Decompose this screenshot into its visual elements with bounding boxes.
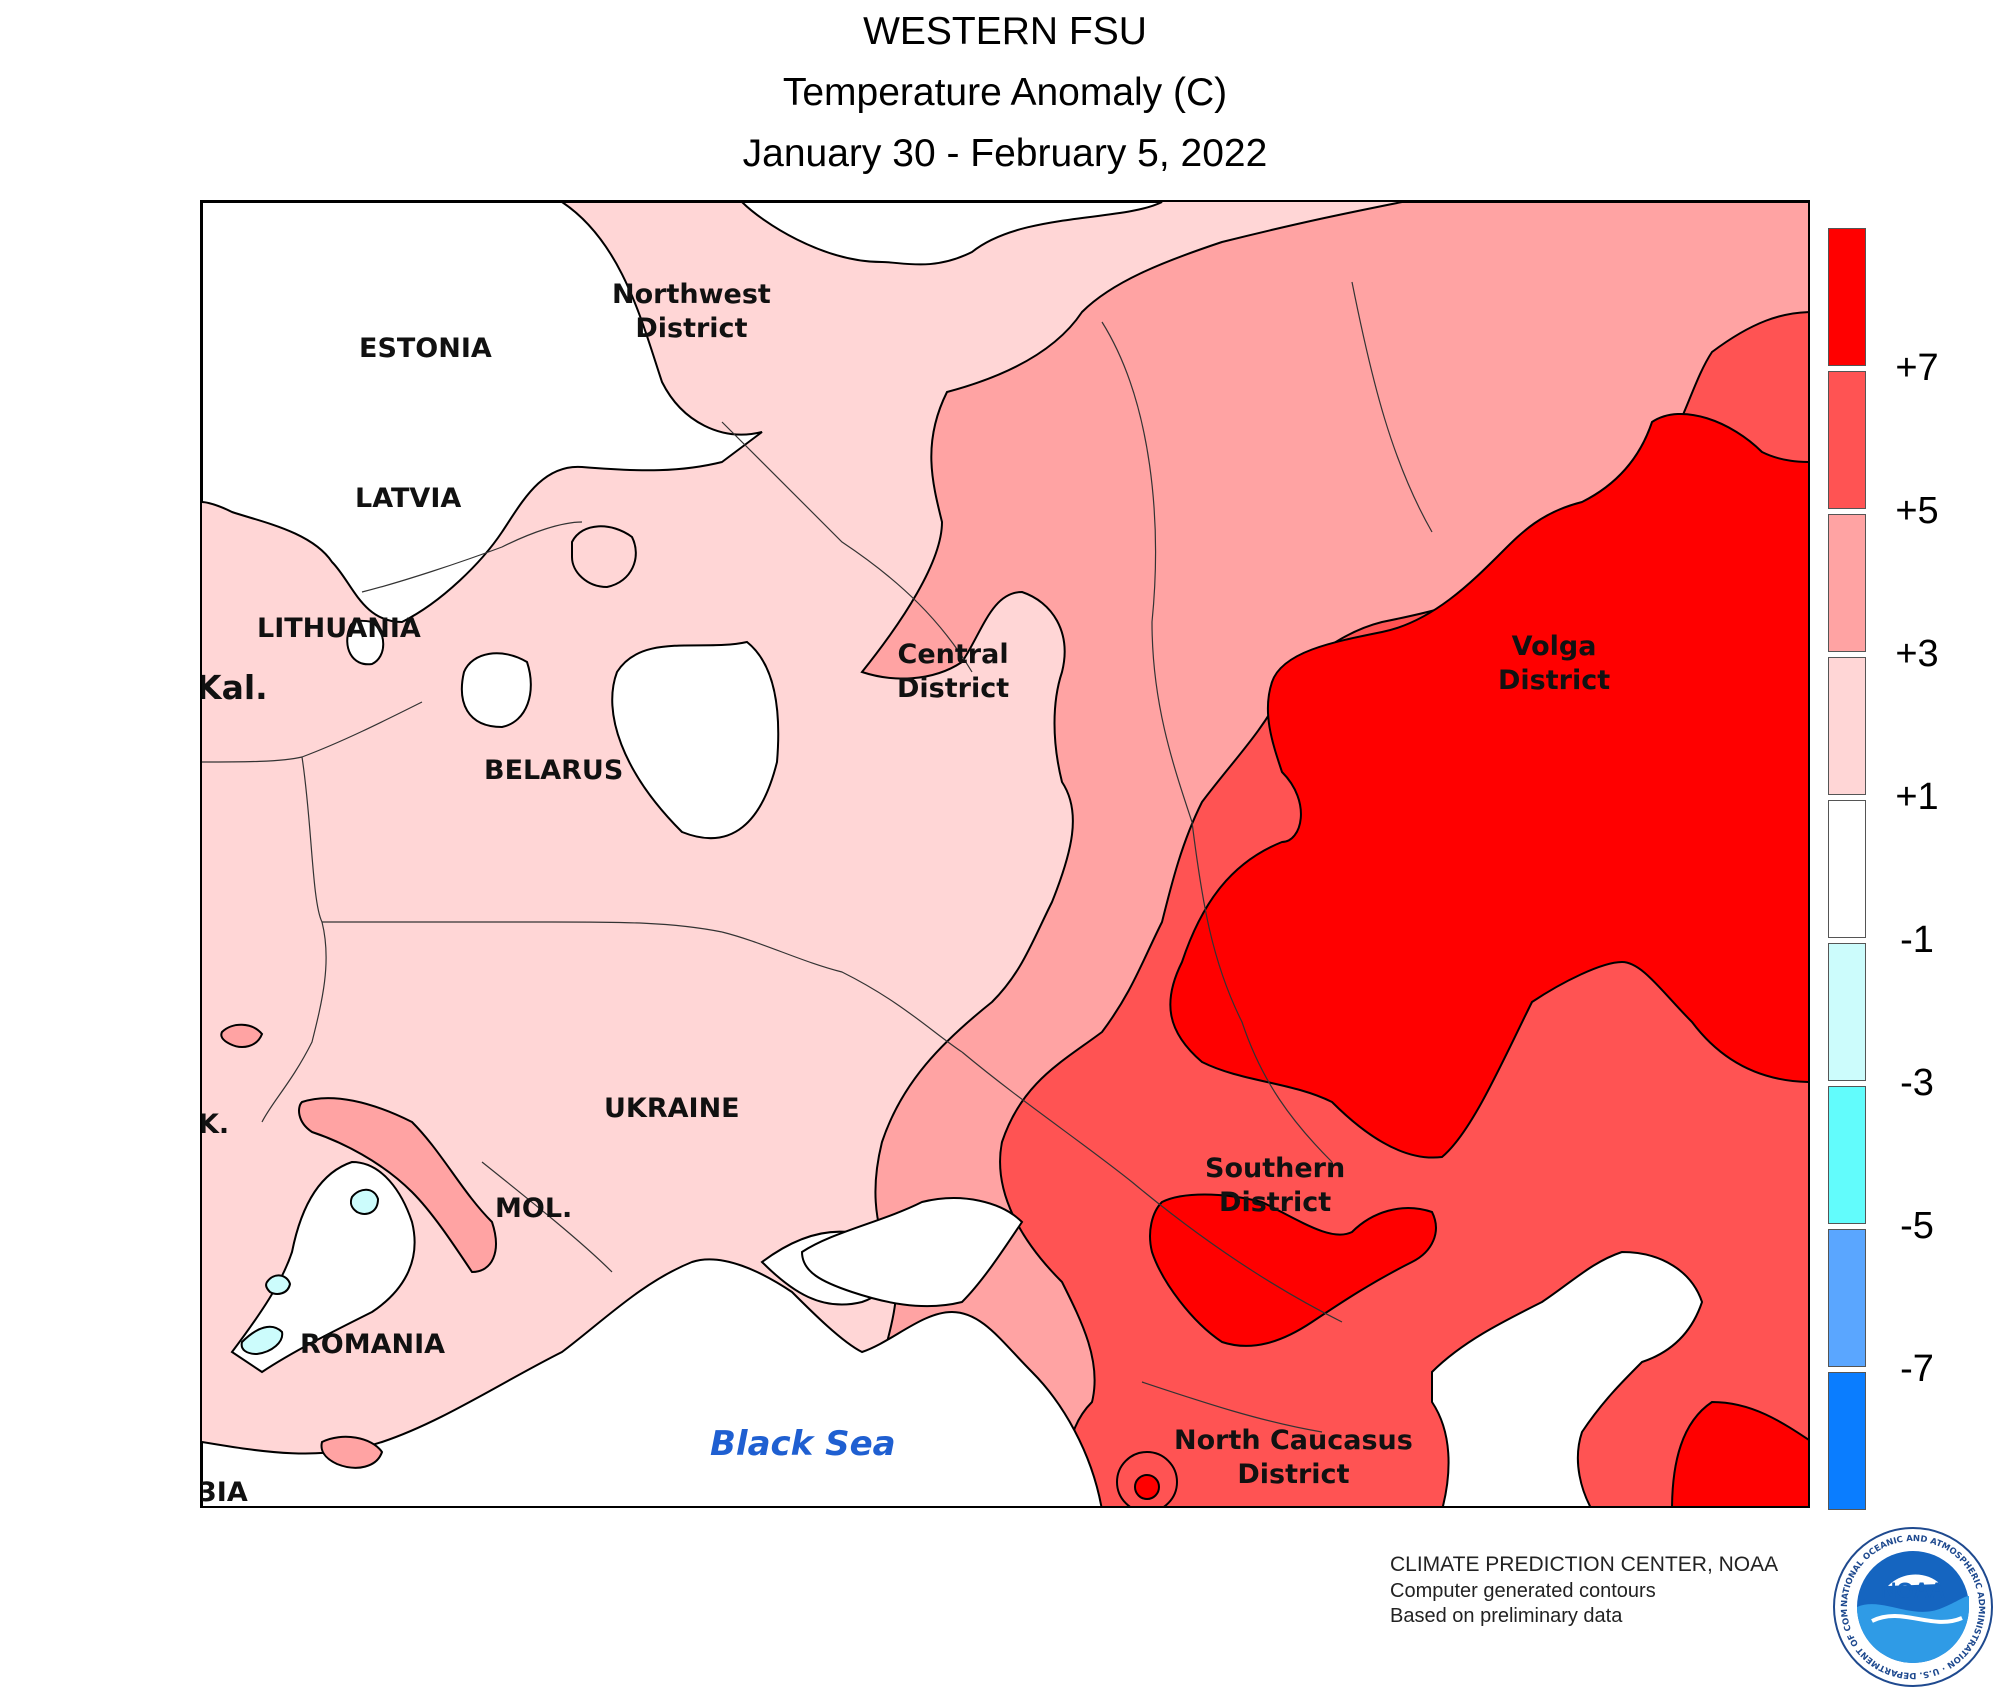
legend-swatch (1828, 800, 1866, 938)
legend-tick: +1 (1895, 776, 1939, 818)
shade-neutral-lithuania (346, 619, 385, 666)
shade-cold-romania-3 (265, 1274, 292, 1295)
label-central-district: Central District (897, 638, 1009, 706)
label-kaliningrad: Kal. (200, 668, 268, 707)
legend-tick: -5 (1900, 1205, 1934, 1247)
shade-neutral-baltic (202, 202, 1163, 266)
anomaly-map-graphic (202, 202, 1808, 1506)
label-latvia: LATVIA (355, 483, 462, 514)
label-black-sea: Black Sea (710, 1424, 896, 1464)
label-serbia-fragment: 3IA (200, 1477, 248, 1508)
shade-gt7 (1169, 413, 1808, 1159)
map-period: January 30 - February 5, 2022 (742, 132, 1268, 175)
label-moldova: MOL. (495, 1193, 573, 1224)
shade-3-5-lithuania (220, 1023, 264, 1048)
label-ncaucasus-line1: North Caucasus (1174, 1425, 1413, 1456)
shade-neutral-crimea (800, 1197, 1024, 1308)
label-northwest-line2: District (635, 312, 748, 344)
legend-swatch (1828, 1372, 1866, 1510)
legend-tick: -1 (1900, 919, 1934, 961)
map-subtitle: Temperature Anomaly (C) (782, 71, 1228, 114)
borders (202, 281, 1433, 1433)
label-northwest-district: Northwest District (612, 278, 771, 346)
legend-swatch (1828, 1229, 1866, 1367)
shade-gt7-southern (1149, 1193, 1437, 1347)
shade-neutral-baltic-states (202, 202, 763, 624)
legend-tick: +3 (1895, 633, 1939, 675)
legend-swatch (1828, 371, 1866, 509)
legend-tick: +5 (1895, 490, 1939, 532)
label-southern-line2: District (1219, 1186, 1332, 1218)
label-volga-district: Volga District (1498, 630, 1610, 698)
label-northwest-line1: Northwest (612, 279, 771, 310)
legend-swatch (1828, 228, 1866, 366)
label-southern-district: Southern District (1205, 1152, 1345, 1220)
shade-cold-romania-2 (349, 1188, 380, 1215)
label-slovakia-fragment: K. (200, 1109, 230, 1140)
noaa-logo: NATIONAL OCEANIC AND ATMOSPHERIC ADMINIS… (1832, 1526, 1993, 1687)
label-central-line2: District (897, 672, 1010, 704)
shade-neutral-black-sea (202, 1258, 1103, 1506)
shade-neutral-belarus-1 (611, 640, 780, 840)
map-title: WESTERN FSU (863, 10, 1147, 53)
label-southern-line1: Southern (1205, 1153, 1346, 1184)
logo-text: NOAA (1881, 1578, 1946, 1603)
legend-swatch (1828, 1086, 1866, 1224)
credit-line-3: Based on preliminary data (1390, 1605, 1623, 1627)
label-ncaucasus-line2: District (1237, 1458, 1350, 1490)
shade-neutral-caspian (1431, 1250, 1704, 1506)
anomaly-map: ESTONIA LATVIA LITHUANIA Kal. BELARUS UK… (200, 200, 1810, 1508)
legend-swatch (1828, 657, 1866, 795)
shade-neutral-romania (230, 1160, 416, 1374)
label-ncaucasus-district: North Caucasus District (1174, 1424, 1413, 1492)
credit-line-1: CLIMATE PREDICTION CENTER, NOAA (1390, 1553, 1779, 1576)
shade-neutral-belarus-2 (460, 652, 532, 729)
shade-gt7-caucasus (1134, 1474, 1160, 1500)
legend-tick: +7 (1895, 347, 1939, 389)
label-belarus: BELARUS (484, 755, 624, 786)
shade-3-5-romania-1 (320, 1435, 384, 1469)
label-lithuania: LITHUANIA (257, 613, 421, 644)
label-ukraine: UKRAINE (604, 1093, 740, 1124)
color-legend (1828, 228, 1866, 1510)
label-estonia: ESTONIA (359, 333, 492, 364)
legend-tick: -7 (1900, 1348, 1934, 1390)
label-romania: ROMANIA (300, 1329, 446, 1360)
shade-gt7-caspian (1671, 1400, 1808, 1506)
label-volga-line2: District (1498, 664, 1611, 696)
shade-1-3-nw-blob (571, 525, 637, 589)
shade-3-5-moldova (298, 1097, 497, 1274)
legend-tick: -3 (1900, 1062, 1934, 1104)
label-central-line1: Central (897, 639, 1009, 670)
credit-line-2: Computer generated contours (1390, 1580, 1656, 1602)
legend-swatch (1828, 514, 1866, 652)
shade-cold-romania-1 (240, 1325, 284, 1356)
label-volga-line1: Volga (1511, 631, 1597, 662)
legend-swatch (1828, 943, 1866, 1081)
